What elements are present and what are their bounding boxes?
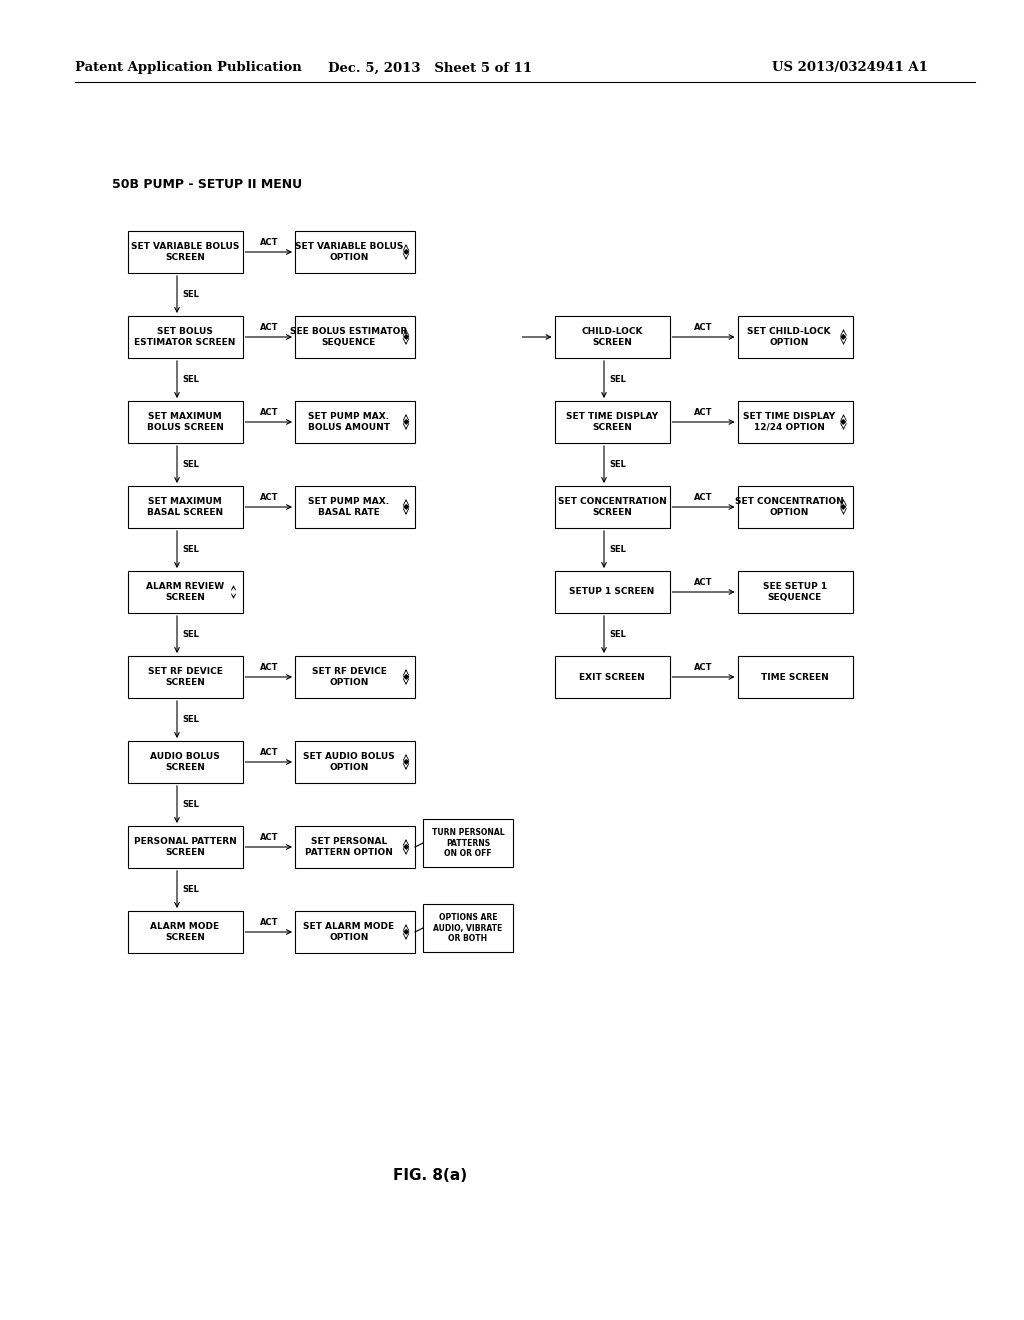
Text: ◆: ◆ bbox=[402, 503, 410, 511]
Text: CHILD-LOCK
SCREEN: CHILD-LOCK SCREEN bbox=[582, 327, 643, 347]
Text: Patent Application Publication: Patent Application Publication bbox=[75, 62, 302, 74]
Text: SEL: SEL bbox=[609, 459, 626, 469]
Text: SEL: SEL bbox=[182, 290, 199, 300]
Text: ◆: ◆ bbox=[841, 503, 847, 511]
Bar bbox=[295, 315, 415, 358]
Bar bbox=[295, 231, 415, 273]
Text: SET BOLUS
ESTIMATOR SCREEN: SET BOLUS ESTIMATOR SCREEN bbox=[134, 327, 236, 347]
Text: SEL: SEL bbox=[182, 545, 199, 554]
Bar bbox=[295, 826, 415, 869]
Bar bbox=[128, 231, 243, 273]
Bar bbox=[128, 401, 243, 444]
Text: SEL: SEL bbox=[182, 630, 199, 639]
Text: SEE BOLUS ESTIMATOR
SEQUENCE: SEE BOLUS ESTIMATOR SEQUENCE bbox=[291, 327, 408, 347]
Bar bbox=[423, 904, 513, 952]
Text: SEL: SEL bbox=[609, 375, 626, 384]
Bar bbox=[295, 401, 415, 444]
Text: ◆: ◆ bbox=[402, 248, 410, 256]
Text: SET TIME DISPLAY
SCREEN: SET TIME DISPLAY SCREEN bbox=[566, 412, 658, 432]
Text: ◆: ◆ bbox=[402, 417, 410, 426]
Text: SET PUMP MAX.
BASAL RATE: SET PUMP MAX. BASAL RATE bbox=[308, 498, 389, 516]
Bar bbox=[128, 315, 243, 358]
Bar bbox=[128, 572, 243, 612]
Bar bbox=[128, 486, 243, 528]
Text: SEL: SEL bbox=[182, 884, 199, 894]
Text: SET VARIABLE BOLUS
SCREEN: SET VARIABLE BOLUS SCREEN bbox=[131, 243, 240, 261]
Bar bbox=[737, 315, 853, 358]
Text: SET PUMP MAX.
BOLUS AMOUNT: SET PUMP MAX. BOLUS AMOUNT bbox=[308, 412, 390, 432]
Text: PERSONAL PATTERN
SCREEN: PERSONAL PATTERN SCREEN bbox=[133, 837, 237, 857]
Text: ACT: ACT bbox=[259, 833, 278, 842]
Text: SET CONCENTRATION
SCREEN: SET CONCENTRATION SCREEN bbox=[558, 498, 667, 516]
Bar bbox=[737, 572, 853, 612]
Bar bbox=[295, 741, 415, 783]
Bar bbox=[737, 401, 853, 444]
Text: SEL: SEL bbox=[182, 715, 199, 723]
Text: SET RF DEVICE
SCREEN: SET RF DEVICE SCREEN bbox=[147, 668, 222, 686]
Text: ACT: ACT bbox=[694, 323, 713, 333]
Text: ◆: ◆ bbox=[402, 333, 410, 342]
Text: ALARM MODE
SCREEN: ALARM MODE SCREEN bbox=[151, 923, 219, 941]
Text: ◆: ◆ bbox=[402, 672, 410, 681]
Text: SET TIME DISPLAY
12/24 OPTION: SET TIME DISPLAY 12/24 OPTION bbox=[743, 412, 835, 432]
Text: ◆: ◆ bbox=[402, 928, 410, 936]
Bar bbox=[295, 656, 415, 698]
Text: ACT: ACT bbox=[259, 748, 278, 756]
Text: ACT: ACT bbox=[259, 917, 278, 927]
Text: SET CONCENTRATION
OPTION: SET CONCENTRATION OPTION bbox=[734, 498, 844, 516]
Text: ◆: ◆ bbox=[841, 333, 847, 342]
Bar bbox=[555, 656, 670, 698]
Text: 50B PUMP - SETUP II MENU: 50B PUMP - SETUP II MENU bbox=[112, 178, 302, 191]
Text: SETUP 1 SCREEN: SETUP 1 SCREEN bbox=[569, 587, 654, 597]
Text: SEL: SEL bbox=[609, 630, 626, 639]
Text: ACT: ACT bbox=[259, 238, 278, 247]
Bar bbox=[128, 911, 243, 953]
Text: ACT: ACT bbox=[694, 663, 713, 672]
Bar bbox=[423, 818, 513, 867]
Text: SEL: SEL bbox=[609, 545, 626, 554]
Bar bbox=[555, 315, 670, 358]
Bar bbox=[128, 826, 243, 869]
Text: SET RF DEVICE
OPTION: SET RF DEVICE OPTION bbox=[311, 668, 386, 686]
Bar bbox=[737, 486, 853, 528]
Text: ACT: ACT bbox=[259, 323, 278, 333]
Bar bbox=[128, 741, 243, 783]
Text: SEL: SEL bbox=[182, 459, 199, 469]
Text: ◆: ◆ bbox=[841, 417, 847, 426]
Text: ACT: ACT bbox=[694, 408, 713, 417]
Bar bbox=[555, 486, 670, 528]
Text: TURN PERSONAL
PATTERNS
ON OR OFF: TURN PERSONAL PATTERNS ON OR OFF bbox=[432, 828, 504, 858]
Text: SET PERSONAL
PATTERN OPTION: SET PERSONAL PATTERN OPTION bbox=[305, 837, 393, 857]
Text: SET CHILD-LOCK
OPTION: SET CHILD-LOCK OPTION bbox=[748, 327, 830, 347]
Text: FIG. 8(a): FIG. 8(a) bbox=[393, 1167, 467, 1183]
Bar bbox=[737, 656, 853, 698]
Bar bbox=[295, 486, 415, 528]
Text: ALARM REVIEW
SCREEN: ALARM REVIEW SCREEN bbox=[146, 582, 224, 602]
Text: EXIT SCREEN: EXIT SCREEN bbox=[580, 672, 645, 681]
Bar bbox=[555, 572, 670, 612]
Bar bbox=[128, 656, 243, 698]
Text: ◆: ◆ bbox=[402, 758, 410, 767]
Text: US 2013/0324941 A1: US 2013/0324941 A1 bbox=[772, 62, 928, 74]
Text: ACT: ACT bbox=[259, 492, 278, 502]
Text: ◆: ◆ bbox=[402, 842, 410, 851]
Bar bbox=[295, 911, 415, 953]
Text: SET ALARM MODE
OPTION: SET ALARM MODE OPTION bbox=[303, 923, 394, 941]
Text: ACT: ACT bbox=[259, 408, 278, 417]
Text: OPTIONS ARE
AUDIO, VIBRATE
OR BOTH: OPTIONS ARE AUDIO, VIBRATE OR BOTH bbox=[433, 913, 503, 942]
Text: SEL: SEL bbox=[182, 800, 199, 809]
Text: ACT: ACT bbox=[259, 663, 278, 672]
Text: SEL: SEL bbox=[182, 375, 199, 384]
Text: ACT: ACT bbox=[694, 492, 713, 502]
Text: SET MAXIMUM
BOLUS SCREEN: SET MAXIMUM BOLUS SCREEN bbox=[146, 412, 223, 432]
Text: ACT: ACT bbox=[694, 578, 713, 587]
Text: SET AUDIO BOLUS
OPTION: SET AUDIO BOLUS OPTION bbox=[303, 752, 395, 772]
Text: AUDIO BOLUS
SCREEN: AUDIO BOLUS SCREEN bbox=[151, 752, 220, 772]
Text: Dec. 5, 2013   Sheet 5 of 11: Dec. 5, 2013 Sheet 5 of 11 bbox=[328, 62, 532, 74]
Text: SET VARIABLE BOLUS
OPTION: SET VARIABLE BOLUS OPTION bbox=[295, 243, 403, 261]
Text: TIME SCREEN: TIME SCREEN bbox=[761, 672, 828, 681]
Text: SEE SETUP 1
SEQUENCE: SEE SETUP 1 SEQUENCE bbox=[763, 582, 827, 602]
Text: SET MAXIMUM
BASAL SCREEN: SET MAXIMUM BASAL SCREEN bbox=[146, 498, 223, 516]
Bar bbox=[555, 401, 670, 444]
